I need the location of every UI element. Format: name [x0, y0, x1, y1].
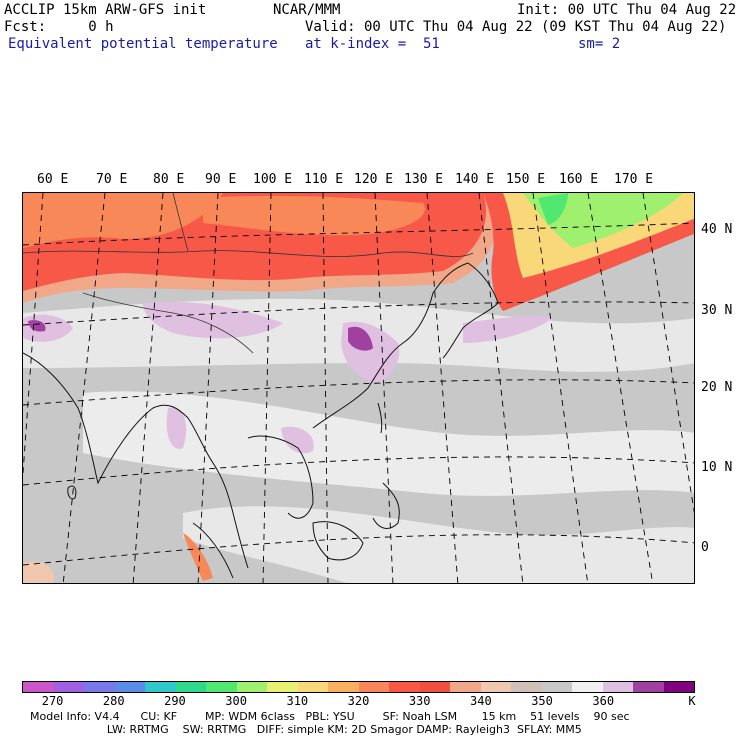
field-band-light-3: [183, 506, 694, 583]
field-purple-core: [348, 326, 373, 351]
lon-label-70e: 70 E: [96, 172, 128, 187]
colorbar-tick-label: 340: [470, 694, 492, 708]
lon-label-90e: 90 E: [205, 172, 237, 187]
lon-label-160e: 160 E: [559, 172, 599, 187]
colorbar-tick-label: 290: [164, 694, 186, 708]
lat-label-10n: 10 N: [701, 460, 733, 475]
coast-sumatra: [192, 522, 234, 579]
field-band-light-2: [83, 391, 694, 496]
lon-label-60e: 60 E: [37, 172, 69, 187]
colorbar-swatch: [541, 682, 572, 692]
field-warm-orange: [23, 193, 223, 248]
colorbar-swatch: [84, 682, 115, 692]
field-warm-sumatra: [183, 533, 213, 581]
level-label: at k-index = 51: [305, 36, 440, 52]
colorbar: [22, 681, 695, 693]
border-north: [23, 250, 474, 257]
colorbar-swatch: [23, 682, 54, 692]
colorbar-unit: K: [688, 694, 696, 708]
colorbar-tick-label: 270: [41, 694, 64, 708]
theta-e-map: [22, 192, 695, 584]
colorbar-swatch: [511, 682, 542, 692]
colorbar-swatch: [53, 682, 84, 692]
lat-line-20n: [23, 379, 694, 406]
coast-china: [312, 262, 469, 429]
coast-indochina: [247, 435, 314, 519]
lon-label-100e: 100 E: [253, 172, 293, 187]
colorbar-tick-label: 330: [408, 694, 431, 708]
colorbar-swatch: [663, 682, 694, 692]
colorbar-swatch: [236, 682, 267, 692]
coastlines: [23, 262, 499, 579]
lon-label-130e: 130 E: [404, 172, 444, 187]
colorbar-swatch: [480, 682, 511, 692]
lat-label-30n: 30 N: [701, 303, 733, 318]
colorbar-tick-label: 310: [286, 694, 309, 708]
lon-label-110e: 110 E: [304, 172, 344, 187]
field-purple-india-core: [28, 320, 46, 332]
colorbar-swatch: [297, 682, 328, 692]
colorbar-swatch: [572, 682, 603, 692]
colorbar-swatch: [358, 682, 389, 692]
lon-label-80e: 80 E: [153, 172, 185, 187]
colorbar-swatch: [602, 682, 633, 692]
colorbar-swatch: [145, 682, 176, 692]
coast-sri-lanka: [67, 485, 77, 500]
field-purple-bengal: [166, 407, 187, 449]
border-himalaya: [82, 292, 254, 354]
lon-label-170e: 170 E: [614, 172, 654, 187]
colorbar-swatch: [419, 682, 450, 692]
lon-label-140e: 140 E: [455, 172, 495, 187]
field-warm-sw: [23, 561, 54, 583]
forecast-hour: Fcst: 0 h: [4, 19, 114, 35]
colorbar-swatch: [450, 682, 481, 692]
colorbar-tick-label: 350: [531, 694, 553, 708]
init-time: Init: 00 UTC Thu 04 Aug 22: [517, 2, 737, 18]
lat-label-equator: 0: [701, 540, 709, 555]
colorbar-tick-label: 300: [225, 694, 247, 708]
coast-japan: [442, 262, 499, 359]
country-borders: [23, 193, 474, 354]
smoothing-label: sm= 2: [578, 36, 621, 52]
lat-line-30n: [23, 301, 694, 326]
coast-taiwan: [377, 402, 383, 434]
lat-label-40n: 40 N: [701, 222, 733, 237]
field-purple-vietnam: [281, 426, 314, 454]
border-central-asia: [172, 193, 189, 252]
valid-time: Valid: 00 UTC Thu 04 Aug 22 (09 KST Thu …: [305, 19, 727, 35]
lon-line-170e: [642, 193, 694, 514]
colorbar-tick-label: 360: [592, 694, 615, 708]
graticule: [23, 193, 694, 583]
coast-borneo: [312, 521, 364, 561]
field-purple-pacific: [463, 315, 553, 343]
field-purple-west: [143, 301, 283, 339]
lon-line-160e: [587, 193, 654, 583]
colorbar-swatch: [328, 682, 359, 692]
colorbar-tick-label: 320: [347, 694, 370, 708]
colorbar-swatch: [114, 682, 145, 692]
lat-label-20n: 20 N: [701, 380, 733, 395]
lon-line-60e: [23, 193, 44, 474]
field-warm-orange-2: [203, 195, 425, 236]
colorbar-tick-label: 280: [102, 694, 125, 708]
map-canvas: [23, 193, 694, 583]
model-title: ACCLIP 15km ARW-GFS init: [4, 2, 207, 18]
colorbar-swatch: [267, 682, 298, 692]
coast-philippines: [372, 482, 400, 529]
colorbar-swatch: [206, 682, 237, 692]
colorbar-swatch: [633, 682, 664, 692]
coast-south-asia: [23, 352, 249, 569]
org-label: NCAR/MMM: [273, 2, 341, 18]
field-jet-green-dark: [538, 193, 568, 225]
colorbar-swatch: [389, 682, 420, 692]
footer-model-info: Model Info: V4.4 CU: KF MP: WDM 6class P…: [30, 710, 630, 723]
field-name: Equivalent potential temperature: [8, 36, 278, 52]
lon-label-150e: 150 E: [506, 172, 546, 187]
colorbar-swatch: [175, 682, 206, 692]
lon-label-120e: 120 E: [354, 172, 394, 187]
footer-physics-info: LW: RRTMG SW: RRTMG DIFF: simple KM: 2D …: [30, 723, 582, 736]
